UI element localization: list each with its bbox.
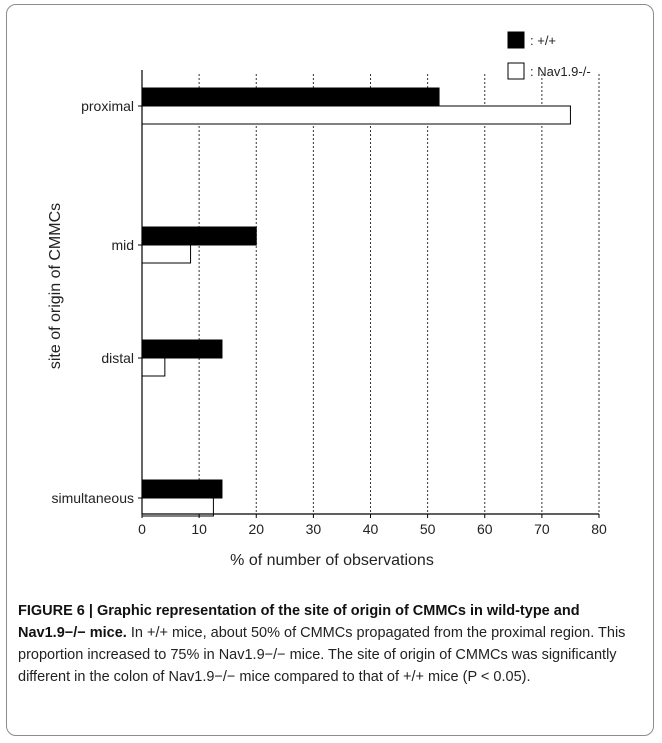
bar-mid-series-1: [141, 226, 257, 246]
x-tick-label-80: 80: [591, 521, 607, 537]
bar-distal-series-2: [141, 357, 166, 377]
category-label-distal: distal: [101, 350, 134, 366]
x-tick-label-70: 70: [534, 521, 550, 537]
figure-frame: [6, 4, 654, 736]
bar-simultaneous-series-2: [141, 497, 214, 517]
x-axis-title: % of number of observations: [230, 552, 434, 569]
figure-title: Graphic representation of the site of or…: [18, 603, 580, 641]
legend-label-2: : Nav1.9-/-: [530, 64, 591, 79]
x-tick-label-50: 50: [420, 521, 436, 537]
bar-simultaneous-series-1: [141, 479, 223, 499]
bar-distal-series-1: [141, 339, 223, 359]
figure-label: FIGURE 6 |: [18, 603, 93, 619]
legend-label-1: : +/+: [530, 33, 556, 48]
x-tick-label-20: 20: [248, 521, 264, 537]
bar-proximal-series-2: [141, 105, 571, 125]
legend-swatch-2: [507, 62, 525, 80]
legend-swatch-1: [507, 31, 525, 49]
bar-proximal-series-1: [141, 87, 440, 107]
x-tick-label-0: 0: [138, 521, 146, 537]
x-tick-label-40: 40: [363, 521, 379, 537]
y-axis-title: site of origin of CMMCs: [47, 203, 64, 369]
figure-caption-body: In +/+ mice, about 50% of CMMCs propagat…: [18, 625, 626, 685]
category-label-proximal: proximal: [81, 98, 134, 114]
bars-layer: [141, 87, 571, 517]
axes-layer: [138, 70, 600, 518]
x-tick-label-60: 60: [477, 521, 493, 537]
figure-caption: FIGURE 6 | Graphic representation of the…: [18, 600, 638, 688]
x-tick-label-30: 30: [306, 521, 322, 537]
category-label-simultaneous: simultaneous: [52, 490, 135, 506]
grid-layer: [198, 74, 600, 514]
legend: : +/+ : Nav1.9-/-: [507, 31, 591, 80]
bar-mid-series-2: [141, 244, 192, 264]
x-tick-label-10: 10: [191, 521, 207, 537]
category-label-mid: mid: [111, 237, 134, 253]
